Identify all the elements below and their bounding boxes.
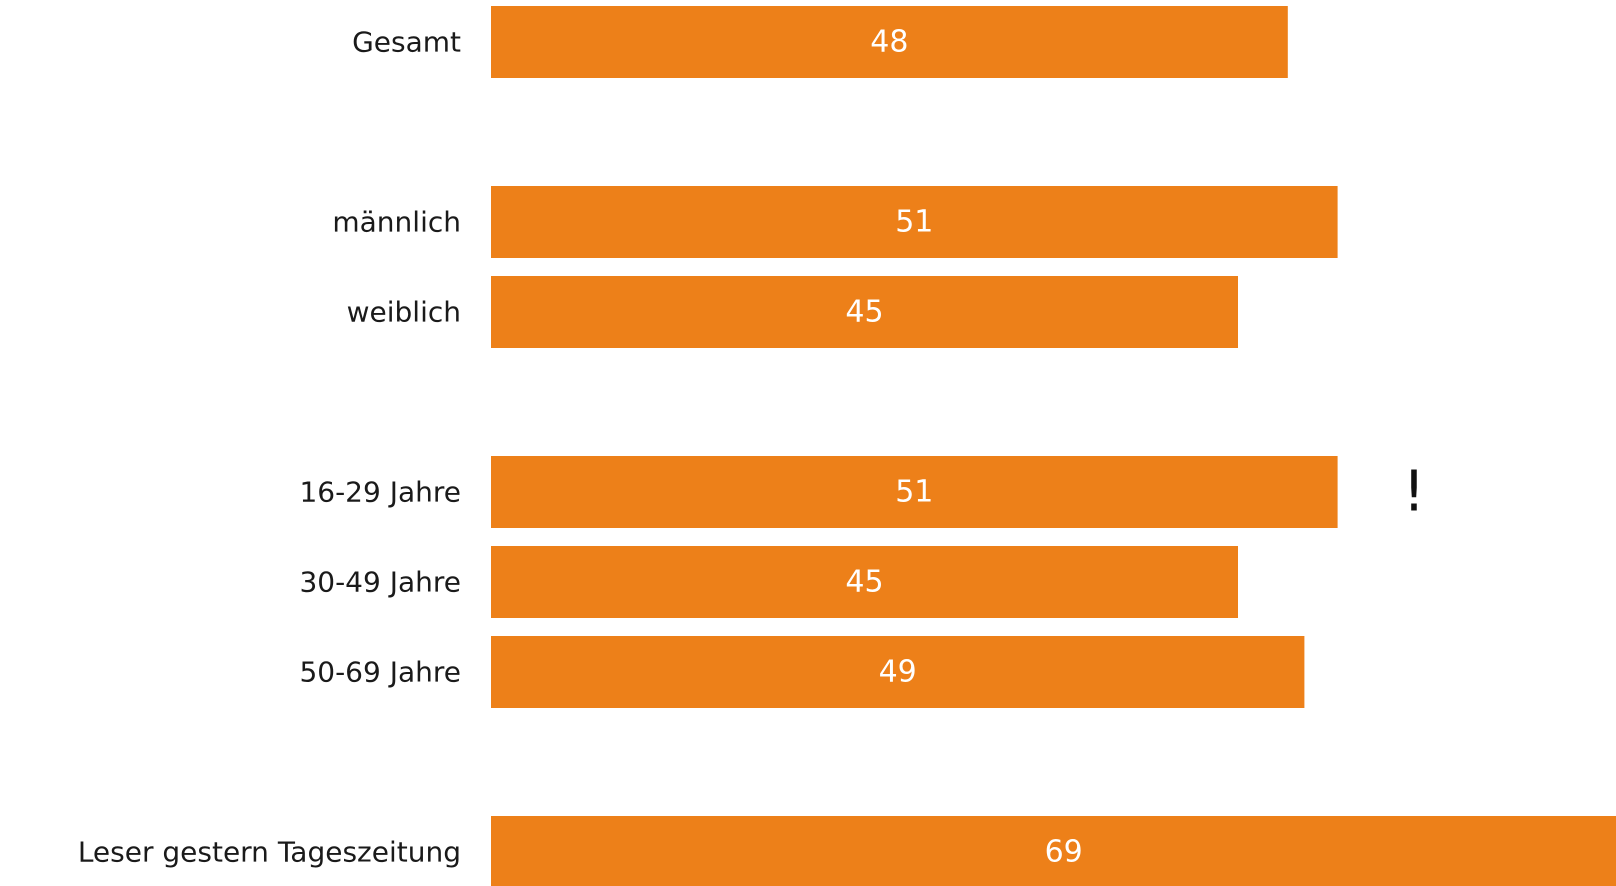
category-label-50-69-jahre: 50-69 Jahre (299, 656, 461, 689)
category-label-gesamt: Gesamt (352, 26, 461, 59)
labels-layer: 48 Gesamt 51 männlich 45 weiblich 51 16-29 Jahr… (78, 25, 1083, 870)
category-label-weiblich: weiblich (347, 296, 461, 329)
category-label-30-49-jahre: 30-49 Jahre (299, 566, 461, 599)
bar-30-49-jahre (491, 546, 1238, 618)
bar-mannlich (491, 186, 1338, 258)
category-label-leser-gestern-tageszeitung: Leser gestern Tageszeitung (78, 836, 461, 869)
bar-weiblich (491, 276, 1238, 348)
value-label-weiblich: 45 (845, 295, 883, 330)
value-label-16-29-jahre: 51 (895, 475, 933, 510)
bar-50-69-jahre (491, 636, 1305, 708)
annotation-mark-0: ! (1403, 460, 1425, 525)
value-label-leser-gestern-tageszeitung: 69 (1045, 835, 1083, 870)
value-label-30-49-jahre: 45 (845, 565, 883, 600)
category-label-mannlich: männlich (332, 206, 461, 239)
value-label-50-69-jahre: 49 (879, 655, 917, 690)
annotations-layer: ! (1403, 460, 1425, 525)
bar-leser-gestern-tageszeitung (491, 816, 1616, 886)
bars-layer (491, 6, 1616, 886)
value-label-mannlich: 51 (895, 205, 933, 240)
category-label-16-29-jahre: 16-29 Jahre (299, 476, 461, 509)
bar-16-29-jahre (491, 456, 1338, 528)
bar-gesamt (491, 6, 1288, 78)
value-label-gesamt: 48 (870, 25, 908, 60)
